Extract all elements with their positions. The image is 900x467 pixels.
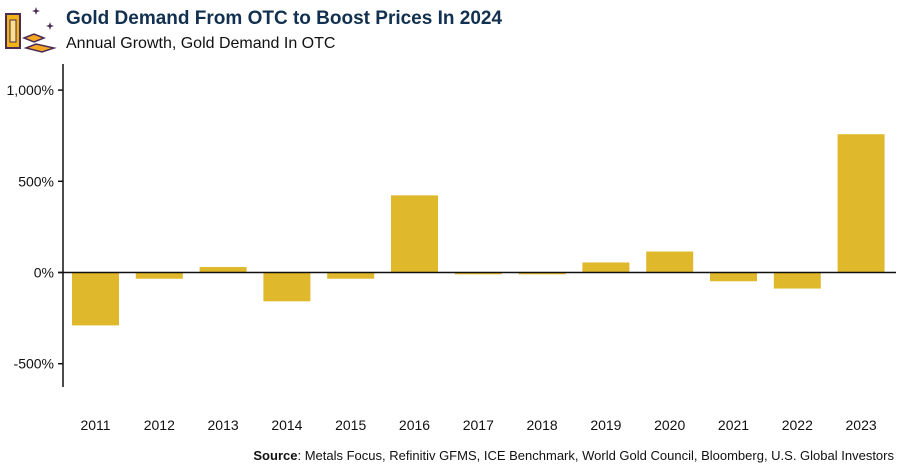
bar-2020: [646, 251, 694, 273]
x-tick-label: 2019: [590, 417, 621, 433]
bar-2023: [837, 134, 885, 273]
source-label: Source: [253, 448, 298, 463]
bar-2013: [199, 267, 247, 273]
x-tick-label: 2020: [654, 417, 685, 433]
source-note: Source: Metals Focus, Refinitiv GFMS, IC…: [253, 448, 894, 463]
source-text: : Metals Focus, Refinitiv GFMS, ICE Benc…: [297, 448, 894, 463]
bar-2021: [710, 272, 757, 282]
bar-2022: [773, 272, 821, 289]
x-tick-label: 2017: [463, 417, 494, 433]
bar-2017: [454, 272, 502, 275]
x-tick-label: 2016: [399, 417, 430, 433]
chart-subtitle: Annual Growth, Gold Demand In OTC: [66, 35, 336, 52]
bar-2015: [327, 272, 375, 279]
x-tick-label: 2012: [144, 417, 175, 433]
y-tick-label: -500%: [14, 356, 54, 372]
bar-2012: [135, 272, 183, 279]
x-tick-label: 2014: [271, 417, 302, 433]
bar-chart: 2011 2012 2013 2014 2015 2016 2017 2018 2019 2020…: [7, 64, 896, 433]
x-tick-label: 2011: [80, 417, 110, 433]
bar-2014: [263, 272, 311, 302]
bar-2018: [518, 272, 566, 275]
bar-2019: [582, 262, 630, 273]
x-tick-label: 2022: [782, 417, 813, 433]
y-tick-label: 1,000%: [7, 82, 54, 98]
chart-title: Gold Demand From OTC to Boost Prices In …: [66, 8, 503, 29]
x-tick-label: 2023: [846, 417, 877, 433]
x-tick-label: 2018: [527, 417, 558, 433]
bar-2011: [72, 272, 119, 326]
y-tick-label: 0%: [34, 265, 54, 281]
bar-2016: [391, 195, 438, 273]
x-tick-label: 2015: [335, 417, 366, 433]
x-tick-label: 2013: [208, 417, 239, 433]
y-tick-label: 500%: [18, 173, 54, 189]
x-tick-label: 2021: [718, 417, 749, 433]
gold-bars-icon: [5, 7, 57, 53]
